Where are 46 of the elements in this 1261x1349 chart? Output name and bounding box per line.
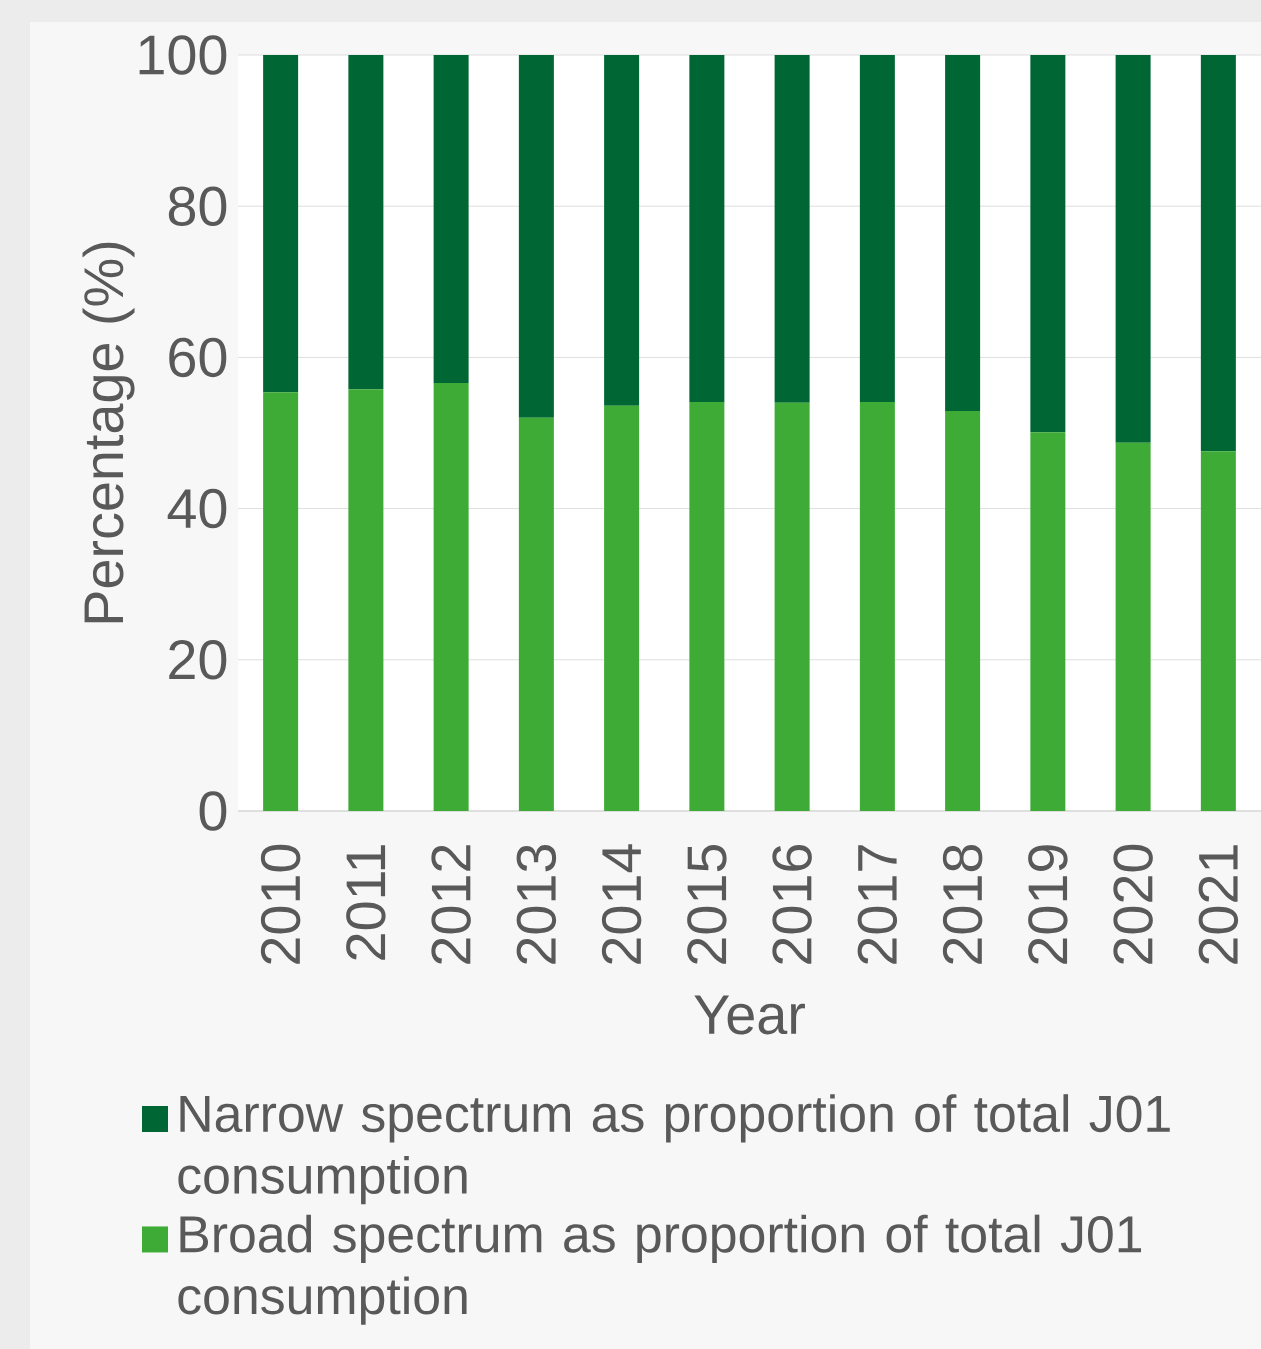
bar — [859, 401, 895, 811]
bar — [944, 54, 980, 412]
bar — [1115, 54, 1151, 443]
bar — [689, 54, 725, 402]
y-axis-title: Percentage (%) — [82, 242, 135, 623]
y-tick-label: 40 — [167, 488, 227, 529]
bar — [774, 402, 810, 811]
bar — [518, 54, 554, 418]
bar — [348, 54, 384, 390]
legend-label: Broad spectrum as proportion of total J01 consumption — [178, 1214, 1141, 1325]
x-tick-label: 2012 — [431, 845, 471, 964]
y-tick-label: 80 — [168, 186, 227, 226]
bar — [1200, 54, 1236, 452]
x-tick-label: 2021 — [1198, 845, 1238, 964]
y-tick-label: 0 — [199, 791, 227, 831]
bar — [1030, 432, 1066, 811]
bar — [1115, 442, 1151, 811]
bar — [433, 54, 469, 384]
bar — [603, 54, 639, 406]
x-tick-label: 2015 — [686, 844, 727, 964]
bar — [1200, 451, 1236, 811]
bar — [262, 392, 298, 811]
x-axis-title: Year — [694, 995, 805, 1035]
y-tick-label: 100 — [139, 35, 227, 75]
bar — [944, 411, 980, 811]
bar — [774, 54, 810, 403]
bar — [518, 417, 554, 811]
x-tick-label: 2011 — [345, 845, 386, 960]
bar — [262, 54, 298, 393]
bar — [689, 401, 725, 811]
bar — [348, 389, 384, 811]
x-tick-label: 2013 — [516, 844, 556, 964]
x-tick-label: 2014 — [601, 844, 642, 964]
bar — [433, 383, 469, 811]
x-tick-label: 2016 — [772, 844, 812, 964]
y-tick-label: 60 — [169, 337, 227, 378]
legend-label: Narrow spectrum as proportion of total J01 consumption — [178, 1094, 1170, 1205]
x-tick-label: 2020 — [1113, 844, 1153, 964]
bar — [859, 54, 895, 402]
bar — [1030, 54, 1066, 433]
bar — [603, 405, 639, 811]
y-tick-label: 20 — [169, 640, 227, 680]
x-tick-label: 2018 — [942, 844, 983, 964]
x-tick-label: 2019 — [1027, 845, 1068, 964]
x-tick-label: 2017 — [857, 845, 897, 964]
x-tick-label: 2010 — [260, 844, 301, 964]
